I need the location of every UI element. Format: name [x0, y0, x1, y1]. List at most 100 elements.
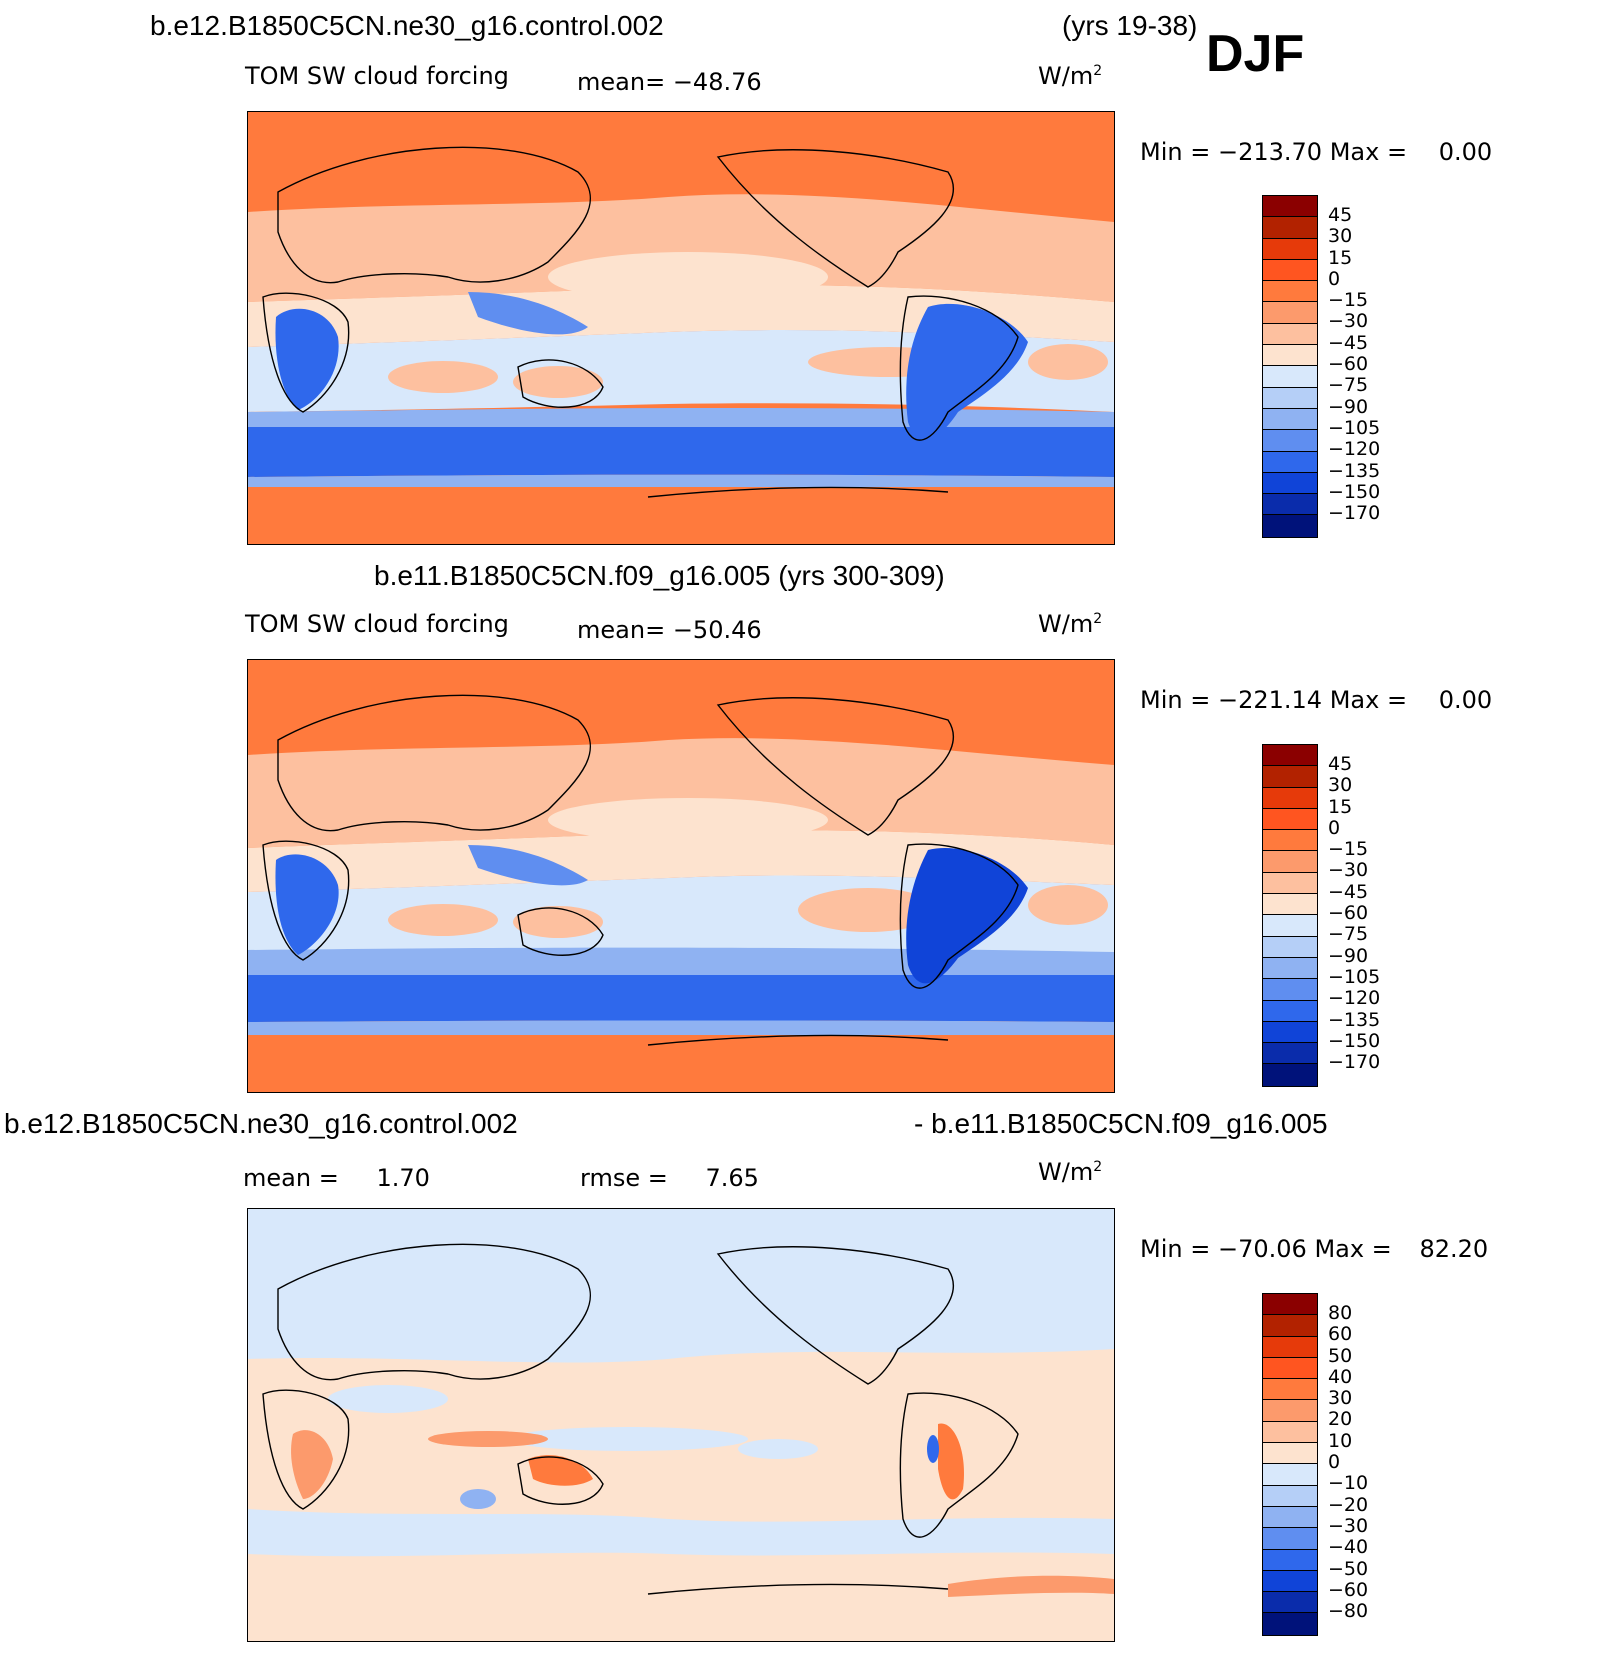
- colorbar-label: −10: [1328, 1472, 1369, 1495]
- colorbar-label: −50: [1328, 1557, 1369, 1580]
- colorbar-swatch: [1263, 1064, 1317, 1086]
- panel1-variable: TOM SW cloud forcing: [245, 62, 509, 90]
- panel3-minmax: Min = −70.06 Max = 82.20: [1140, 1235, 1489, 1263]
- colorbar-label: −45: [1328, 331, 1369, 354]
- panel2-colorbar-labels: 45 30 15 0 −15 −30 −45 −60 −75 −90 −105 −120 −135 −15…: [1328, 753, 1381, 1074]
- panel1-colorbar: [1262, 195, 1318, 538]
- colorbar-label: 30: [1328, 1387, 1353, 1410]
- colorbar-swatch: [1263, 1443, 1317, 1465]
- colorbar-swatch: [1263, 936, 1317, 958]
- colorbar-swatch: [1263, 745, 1317, 767]
- colorbar-label: −30: [1328, 1514, 1369, 1537]
- case2-title: b.e11.B1850C5CN.f09_g16.005 (yrs 300-309…: [374, 560, 945, 591]
- colorbar-label: 15: [1328, 795, 1353, 818]
- colorbar-swatch: [1263, 830, 1317, 852]
- colorbar-swatch: [1263, 1613, 1317, 1635]
- colorbar-swatch: [1263, 1464, 1317, 1486]
- colorbar-swatch: [1263, 430, 1317, 452]
- colorbar-label: 50: [1328, 1344, 1353, 1367]
- diff-title-left: b.e12.B1850C5CN.ne30_g16.control.002: [4, 1108, 518, 1139]
- colorbar-swatch: [1263, 979, 1317, 1001]
- panel2-map: [247, 659, 1115, 1093]
- panel3-mean: mean = 1.70: [243, 1164, 430, 1192]
- colorbar-swatch: [1263, 196, 1317, 218]
- colorbar-swatch: [1263, 1549, 1317, 1571]
- season-label: DJF: [1206, 25, 1305, 83]
- colorbar-swatch: [1263, 1400, 1317, 1422]
- colorbar-swatch: [1263, 1506, 1317, 1529]
- colorbar-label: −45: [1328, 880, 1369, 903]
- colorbar-swatch: [1263, 494, 1317, 516]
- colorbar-label: −75: [1328, 374, 1369, 397]
- colorbar-label: −150: [1328, 1029, 1381, 1052]
- colorbar-label: −15: [1328, 838, 1369, 861]
- panel2-variable: TOM SW cloud forcing: [245, 610, 509, 638]
- panel3-map: [247, 1208, 1115, 1642]
- colorbar-label: −30: [1328, 859, 1369, 882]
- colorbar-label: −80: [1328, 1600, 1369, 1623]
- colorbar-label: 0: [1328, 816, 1341, 839]
- colorbar-swatch: [1263, 1000, 1317, 1022]
- colorbar-swatch: [1263, 472, 1317, 495]
- colorbar-swatch: [1263, 1315, 1317, 1337]
- panel1-colorbar-labels: 45 30 15 0 −15 −30 −45 −60 −75 −90 −105 −120 −135 −15…: [1328, 204, 1381, 525]
- colorbar-swatch: [1263, 515, 1317, 537]
- panel2-colorbar: [1262, 744, 1318, 1087]
- colorbar-label: −30: [1328, 310, 1369, 333]
- panel3-colorbar-labels: 80 60 50 40 30 20 10 0 −10 −20 −30 −40 −50 −60 −80: [1328, 1302, 1369, 1623]
- colorbar-label: 0: [1328, 1451, 1341, 1474]
- colorbar-swatch: [1263, 851, 1317, 873]
- colorbar-label: 15: [1328, 246, 1353, 269]
- panel3-unit: W/m2: [1038, 1158, 1103, 1186]
- colorbar-swatch: [1263, 345, 1317, 367]
- colorbar-label: −90: [1328, 944, 1369, 967]
- colorbar-swatch: [1263, 872, 1317, 895]
- colorbar-label: −60: [1328, 353, 1369, 376]
- colorbar-label: −135: [1328, 1008, 1381, 1031]
- colorbar-swatch: [1263, 957, 1317, 980]
- panel1-map: [247, 111, 1115, 545]
- colorbar-label: −170: [1328, 502, 1381, 525]
- colorbar-label: −170: [1328, 1051, 1381, 1074]
- colorbar-swatch: [1263, 302, 1317, 324]
- colorbar-swatch: [1263, 281, 1317, 303]
- panel1-unit: W/m2: [1038, 62, 1103, 90]
- colorbar-swatch: [1263, 1357, 1317, 1380]
- colorbar-label: −75: [1328, 923, 1369, 946]
- colorbar-swatch: [1263, 1336, 1317, 1358]
- colorbar-swatch: [1263, 238, 1317, 260]
- colorbar-label: −135: [1328, 459, 1381, 482]
- colorbar-label: 20: [1328, 1408, 1353, 1431]
- colorbar-swatch: [1263, 915, 1317, 937]
- colorbar-swatch: [1263, 217, 1317, 239]
- colorbar-label: −20: [1328, 1493, 1369, 1516]
- colorbar-label: −40: [1328, 1536, 1369, 1559]
- colorbar-swatch: [1263, 1485, 1317, 1507]
- diff-title-right: - b.e11.B1850C5CN.f09_g16.005: [914, 1108, 1328, 1139]
- years-label: (yrs 19-38): [1062, 10, 1198, 41]
- colorbar-swatch: [1263, 808, 1317, 831]
- colorbar-swatch: [1263, 894, 1317, 916]
- colorbar-swatch: [1263, 787, 1317, 809]
- colorbar-label: −120: [1328, 987, 1381, 1010]
- colorbar-swatch: [1263, 1528, 1317, 1550]
- colorbar-swatch: [1263, 1379, 1317, 1401]
- colorbar-swatch: [1263, 1021, 1317, 1044]
- colorbar-label: −150: [1328, 480, 1381, 503]
- colorbar-swatch: [1263, 1043, 1317, 1065]
- colorbar-label: 0: [1328, 267, 1341, 290]
- colorbar-label: 40: [1328, 1365, 1353, 1388]
- colorbar-swatch: [1263, 408, 1317, 431]
- colorbar-label: 45: [1328, 753, 1353, 775]
- colorbar-label: −90: [1328, 395, 1369, 418]
- colorbar-label: 30: [1328, 774, 1353, 797]
- panel3-rmse: rmse = 7.65: [580, 1164, 759, 1192]
- panel2-unit: W/m2: [1038, 610, 1103, 638]
- colorbar-label: −60: [1328, 902, 1369, 925]
- colorbar-swatch: [1263, 766, 1317, 788]
- panel1-minmax: Min = −213.70 Max = 0.00: [1140, 138, 1493, 166]
- colorbar-swatch: [1263, 259, 1317, 282]
- colorbar-label: −105: [1328, 416, 1381, 439]
- colorbar-swatch: [1263, 1592, 1317, 1614]
- colorbar-label: 30: [1328, 225, 1353, 248]
